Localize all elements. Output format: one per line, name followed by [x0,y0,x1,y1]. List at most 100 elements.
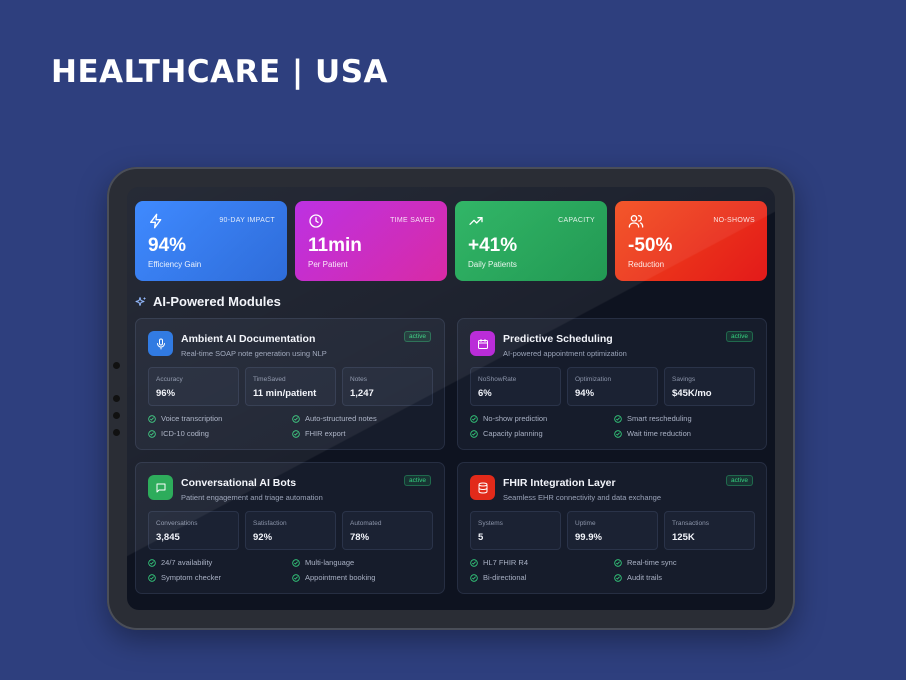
module-card-fhir-integration[interactable]: FHIR Integration Layer Seamless EHR conn… [457,462,767,594]
module-card-predictive-scheduling[interactable]: Predictive Scheduling AI-powered appoint… [457,318,767,450]
feature-item: Voice transcription [148,414,222,423]
stat-card-time-saved[interactable]: TIME SAVED 11min Per Patient [295,201,447,281]
metric-label: Notes [350,376,367,383]
metric-box: NoShowRate 6% [470,367,561,406]
stat-tag: TIME SAVED [390,217,435,224]
module-icon-box [470,475,495,500]
feature-label: Wait time reduction [627,429,691,438]
stat-tag: CAPACITY [558,217,595,224]
tablet-frame: 90-DAY IMPACT 94% Efficiency Gain TIME S… [107,167,795,630]
stat-tag: NO-SHOWS [713,217,755,224]
module-title: Predictive Scheduling [503,333,613,345]
metric-value: 5 [478,532,484,543]
feature-label: Capacity planning [483,429,543,438]
metric-label: Savings [672,376,696,383]
feature-item: Capacity planning [470,429,543,438]
section-title: AI-Powered Modules [135,294,281,309]
dashboard-screen: 90-DAY IMPACT 94% Efficiency Gain TIME S… [127,187,775,610]
module-subtitle: Seamless EHR connectivity and data excha… [503,493,662,502]
metric-value: 92% [253,532,273,543]
metric-box: Conversations 3,845 [148,511,239,550]
feature-item: No-show prediction [470,414,547,423]
feature-label: Real-time sync [627,558,677,567]
module-icon-box [470,331,495,356]
module-card-conversational-bots[interactable]: Conversational AI Bots Patient engagemen… [135,462,445,594]
feature-label: Audit trails [627,573,663,582]
module-icon-box [148,475,173,500]
stat-value: 94% [148,235,187,256]
check-circle-icon [292,414,300,423]
section-title-text: AI-Powered Modules [153,294,281,309]
feature-label: 24/7 availability [161,558,213,567]
stat-value: +41% [468,235,518,256]
metric-box: TimeSaved 11 min/patient [245,367,336,406]
chat-icon [156,483,165,492]
lightning-icon [150,213,162,229]
feature-item: 24/7 availability [148,558,212,567]
feature-item: Wait time reduction [614,429,691,438]
metric-label: NoShowRate [478,376,517,383]
feature-label: Auto-structured notes [305,414,377,423]
stat-tag: 90-DAY IMPACT [219,217,275,224]
metric-box: Systems 5 [470,511,561,550]
metric-box: Accuracy 96% [148,367,239,406]
microphone-icon [156,338,165,349]
module-title: Ambient AI Documentation [181,333,316,345]
stat-card-no-shows[interactable]: NO-SHOWS -50% Reduction [615,201,767,281]
metric-box: Transactions 125K [664,511,755,550]
check-circle-icon [470,573,478,582]
feature-item: FHIR export [292,429,345,438]
feature-item: Multi-language [292,558,354,567]
status-badge: active [404,331,431,342]
check-circle-icon [148,414,156,423]
stat-label: Efficiency Gain [148,260,202,269]
page-headline: HEALTHCARE | USA [51,54,389,90]
metric-value: 3,845 [156,532,180,543]
metric-box: Optimization 94% [567,367,658,406]
metric-label: Uptime [575,520,596,527]
module-subtitle: AI-powered appointment optimization [503,349,627,358]
stat-label: Daily Patients [468,260,517,269]
stat-card-capacity[interactable]: CAPACITY +41% Daily Patients [455,201,607,281]
metric-value: 78% [350,532,370,543]
metric-value: 94% [575,388,595,399]
metric-box: Savings $45K/mo [664,367,755,406]
feature-label: HL7 FHIR R4 [483,558,529,567]
stat-value: 11min [308,235,362,256]
module-card-ambient-ai[interactable]: Ambient AI Documentation Real-time SOAP … [135,318,445,450]
feature-label: Voice transcription [161,414,223,423]
feature-label: Multi-language [305,558,355,567]
feature-item: HL7 FHIR R4 [470,558,528,567]
metric-value: 11 min/patient [253,388,317,399]
metric-box: Satisfaction 92% [245,511,336,550]
check-circle-icon [614,573,622,582]
metric-label: Satisfaction [253,520,287,527]
feature-item: Symptom checker [148,573,221,582]
module-subtitle: Real-time SOAP note generation using NLP [181,349,327,358]
metric-label: Accuracy [156,376,183,383]
check-circle-icon [148,558,156,567]
users-icon [628,215,644,228]
module-title: Conversational AI Bots [181,477,297,489]
metric-box: Uptime 99.9% [567,511,658,550]
check-circle-icon [614,429,622,438]
stat-card-efficiency[interactable]: 90-DAY IMPACT 94% Efficiency Gain [135,201,287,281]
feature-label: Smart rescheduling [627,414,692,423]
metric-value: 99.9% [575,532,602,543]
metric-label: Conversations [156,520,198,527]
feature-item: Bi-directional [470,573,526,582]
feature-item: Audit trails [614,573,662,582]
trending-up-icon [469,217,483,225]
status-badge: active [404,475,431,486]
metric-label: Transactions [672,520,709,527]
check-circle-icon [148,429,156,438]
check-circle-icon [470,414,478,423]
sparkles-icon [135,296,146,306]
tablet-side-button [113,362,120,369]
tablet-side-button [113,395,120,402]
feature-item: Real-time sync [614,558,677,567]
database-icon [478,482,487,494]
metric-value: 1,247 [350,388,374,399]
stat-label: Per Patient [308,260,348,269]
check-circle-icon [614,558,622,567]
